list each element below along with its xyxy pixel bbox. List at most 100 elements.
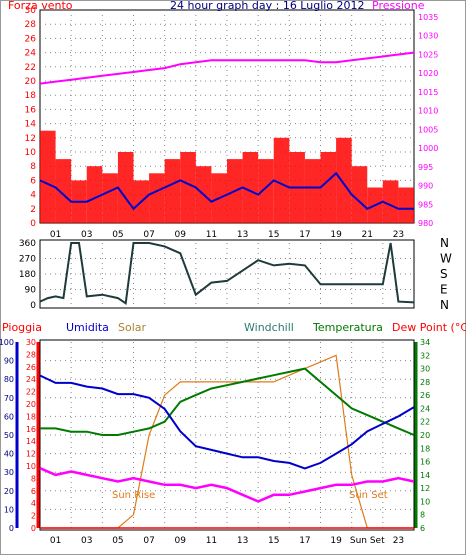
top-x-tick: 11 <box>206 230 217 240</box>
wind-speed-bar <box>398 187 414 223</box>
top-x-tick: 03 <box>81 230 92 240</box>
bottom-x-tick: 09 <box>175 536 187 546</box>
dewpoint-line <box>39 467 415 503</box>
temp-tick: 6 <box>420 524 425 533</box>
top-x-tick: 21 <box>362 230 373 240</box>
umidita-tick: 0 <box>9 524 14 533</box>
top-left-tick: 28 <box>25 20 37 30</box>
bottom-x-tick: 11 <box>206 536 217 546</box>
temp-tick: 8 <box>420 511 425 520</box>
pioggia-tick: 18 <box>26 412 36 421</box>
pioggia-tick: 4 <box>31 499 36 508</box>
top-left-tick: 22 <box>25 63 36 73</box>
wind-speed-bar <box>258 159 274 223</box>
pioggia-tick: 24 <box>26 375 36 384</box>
top-x-tick: 15 <box>268 230 279 240</box>
pioggia-tick: 16 <box>26 425 36 434</box>
top-left-tick: 20 <box>25 77 37 87</box>
pioggia-tick: 6 <box>31 487 36 496</box>
mid-left-tick: 0 <box>30 301 36 311</box>
wind-speed-bar <box>117 152 134 223</box>
top-left-tick: 16 <box>25 105 37 115</box>
wind-speed-bar <box>180 152 196 223</box>
umidita-line <box>39 374 415 470</box>
compass-label: N <box>440 236 449 250</box>
top-left-tick: 0 <box>30 219 36 229</box>
bottom-x-tick: Sun Set <box>350 536 385 546</box>
wind-speed-bar <box>164 159 181 223</box>
temp-tick: 26 <box>420 391 430 400</box>
top-right-tick: 1035 <box>418 13 438 22</box>
wind-speed-bar <box>86 166 103 223</box>
header-center: 24 hour graph day : 16 Luglio 2012 <box>170 0 365 12</box>
compass-label: E <box>440 283 448 297</box>
bottom-x-tick: 13 <box>237 536 248 546</box>
wind-speed-bar <box>351 166 368 223</box>
temp-tick: 28 <box>420 378 430 387</box>
top-right-tick: 990 <box>418 182 433 191</box>
pioggia-tick: 8 <box>31 474 36 483</box>
temp-tick: 12 <box>420 484 430 493</box>
umidita-tick: 50 <box>4 431 14 440</box>
top-left-tick: 30 <box>25 6 37 16</box>
temp-tick: 24 <box>420 404 430 413</box>
pioggia-tick: 14 <box>26 437 36 446</box>
wind-speed-bar <box>382 180 399 223</box>
legend-dewpoint: Dew Point (°C) <box>392 321 466 334</box>
wind-speed-bar <box>40 130 56 223</box>
mid-left-tick: 180 <box>19 270 36 280</box>
mid-left-tick: 270 <box>19 255 36 265</box>
top-left-tick: 18 <box>25 91 37 101</box>
wind-speed-bar <box>273 137 290 223</box>
wind-speed-bar <box>320 152 337 223</box>
wind-speed-bar <box>336 137 352 223</box>
bottom-x-tick: 03 <box>81 536 92 546</box>
temp-tick: 14 <box>420 471 430 480</box>
top-left-tick: 12 <box>25 134 36 144</box>
umidita-tick: 30 <box>4 468 14 477</box>
bottom-x-tick: 23 <box>393 536 404 546</box>
top-right-tick: 1015 <box>418 88 438 97</box>
temp-tick: 30 <box>420 365 430 374</box>
pioggia-tick: 20 <box>26 400 36 409</box>
compass-label: N <box>440 298 449 312</box>
top-right-tick: 1030 <box>418 32 438 41</box>
umidita-tick: 70 <box>4 394 14 403</box>
temp-tick: 18 <box>420 444 430 453</box>
wind-speed-bar <box>55 159 72 223</box>
header-right: Pressione <box>372 0 425 12</box>
pioggia-tick: 10 <box>26 462 36 471</box>
top-x-tick: 23 <box>393 230 404 240</box>
annotation-sun-rise: Sun Rise <box>112 490 155 501</box>
temp-tick: 22 <box>420 418 430 427</box>
wind-speed-bar <box>242 152 259 223</box>
wind-speed-bar <box>102 173 118 223</box>
top-right-tick: 1005 <box>418 125 438 134</box>
legend-windchill: Windchill <box>244 321 294 334</box>
pioggia-tick: 28 <box>26 350 36 359</box>
umidita-tick: 80 <box>4 375 14 384</box>
wind-speed-bar <box>304 159 321 223</box>
legend-temperatura: Temperatura <box>312 321 383 334</box>
top-right-tick: 985 <box>418 200 433 209</box>
top-x-tick: 09 <box>175 230 187 240</box>
temp-tick: 32 <box>420 351 430 360</box>
pioggia-tick: 2 <box>31 512 36 521</box>
top-left-tick: 4 <box>30 191 36 201</box>
wind-direction-line <box>39 242 415 306</box>
umidita-tick: 40 <box>4 450 14 459</box>
umidita-tick: 100 <box>0 338 14 347</box>
bottom-x-tick: 15 <box>268 536 279 546</box>
mid-left-tick: 360 <box>19 239 36 249</box>
umidita-tick: 60 <box>4 412 14 421</box>
top-left-tick: 6 <box>30 176 36 186</box>
header-left: Forza vento <box>8 0 73 12</box>
pressure-line <box>39 51 415 85</box>
top-x-tick: 19 <box>330 230 342 240</box>
legend-umidita: Umidita <box>66 321 109 334</box>
annotation-sun-set: Sun Set <box>349 490 388 501</box>
top-x-tick: 13 <box>237 230 248 240</box>
compass-label: S <box>440 267 448 281</box>
top-left-tick: 8 <box>30 162 36 172</box>
